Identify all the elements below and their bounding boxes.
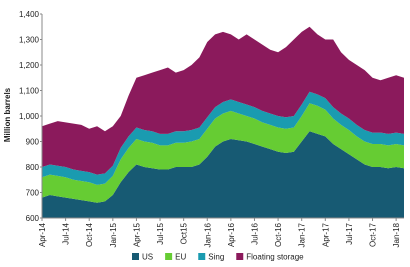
y-tick-label: 800 — [26, 163, 40, 172]
legend-swatch — [236, 253, 244, 260]
x-tick-label: Apr-14 — [38, 222, 47, 247]
area — [42, 26, 404, 175]
area — [42, 103, 404, 203]
y-tick-label: 1,300 — [19, 36, 40, 45]
legend-swatch — [132, 253, 139, 260]
x-tick-label: Jul-16 — [250, 222, 259, 244]
y-tick-label: 700 — [26, 189, 40, 198]
x-tick-label: Jul-17 — [345, 222, 354, 244]
y-axis-label: Million barrels — [3, 87, 12, 142]
y-tick-label: 1,400 — [19, 10, 40, 19]
x-tick-label: Apr-17 — [321, 222, 330, 247]
y-tick-label: 1,100 — [19, 87, 40, 96]
x-tick-label: Apr-15 — [132, 222, 141, 247]
x-tick-label: Jul-15 — [156, 222, 165, 244]
x-tick-label: Jan-15 — [109, 222, 118, 247]
legend-label: EU — [175, 253, 186, 262]
x-tick-label: Oct15 — [180, 222, 189, 244]
y-tick-label: 1,200 — [19, 61, 40, 70]
legend-label: US — [142, 253, 153, 262]
x-tick-label: Jan-16 — [203, 222, 212, 247]
legend-swatch — [165, 253, 173, 260]
area — [42, 91, 404, 185]
y-tick-label: 1,000 — [19, 112, 40, 121]
x-tick-label: Jul-14 — [62, 222, 71, 244]
legend-swatch — [198, 253, 206, 260]
x-tick-label: Jan-17 — [298, 222, 307, 247]
legend-label: Sing — [208, 253, 224, 262]
y-tick-label: 600 — [26, 214, 40, 223]
x-tick-label: Oct-16 — [274, 222, 283, 247]
x-tick-label: Jan-18 — [392, 222, 401, 247]
x-tick-label: Oct-14 — [85, 222, 94, 247]
x-tick-label: Oct-17 — [369, 222, 378, 247]
x-tick-label: Apr-16 — [227, 222, 236, 247]
legend-label: Floating storage — [246, 253, 304, 262]
y-tick-label: 900 — [26, 138, 40, 147]
area — [42, 131, 404, 218]
